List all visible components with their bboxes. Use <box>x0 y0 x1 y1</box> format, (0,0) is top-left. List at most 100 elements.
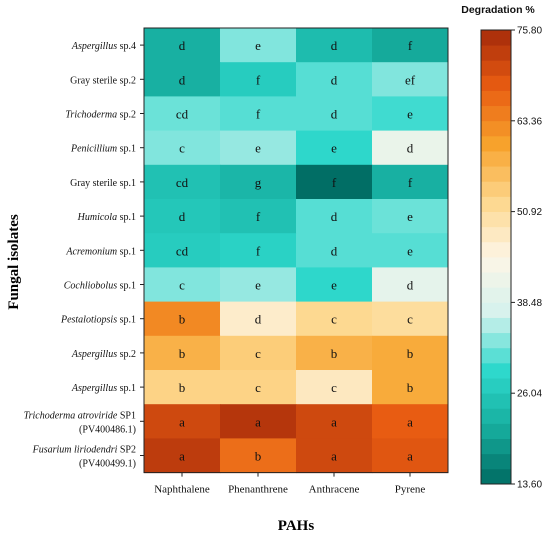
heatmap-cell <box>144 130 221 166</box>
colorbar-band <box>481 135 511 152</box>
heatmap-cell <box>220 96 297 132</box>
cell-letter: a <box>179 449 185 464</box>
row-label-accession: (PV400499.1) <box>79 459 136 470</box>
colorbar-band <box>481 408 511 424</box>
row-labels: Aspergillus sp.4 Gray sterile sp.2 Trichod… <box>24 41 144 470</box>
cell-letter: c <box>255 380 261 395</box>
cell-letter: f <box>408 175 413 190</box>
heatmap-cell <box>144 28 221 63</box>
heatmap-cell <box>372 130 449 166</box>
heatmap-cell <box>144 164 221 200</box>
row-label-accession: (PV400486.1) <box>79 424 136 435</box>
row-label: Fusarium liriodendri SP2 <box>32 445 136 456</box>
heatmap-cell <box>144 267 221 303</box>
column-label: Anthracene <box>309 484 360 496</box>
cell-letter: d <box>255 312 262 327</box>
row-label: Gray sterile sp.2 <box>70 75 136 86</box>
heatmap-cell <box>220 267 297 303</box>
colorbar-band <box>481 211 511 228</box>
cell-letter: e <box>407 209 413 224</box>
row-label: Trichoderma sp.2 <box>65 110 136 121</box>
row-label: Cochliobolus sp.1 <box>64 281 136 292</box>
cell-letter: d <box>179 72 186 87</box>
cell-letter: e <box>255 278 261 293</box>
heatmap-cell <box>144 301 221 337</box>
cell-letter: g <box>255 175 262 190</box>
heatmap-cell <box>372 164 449 200</box>
cell-letter: cd <box>176 175 189 190</box>
heatmap-cell <box>144 335 221 371</box>
heatmap-cell <box>144 62 221 97</box>
cell-letter: b <box>179 346 186 361</box>
heatmap-cell <box>296 335 373 371</box>
cell-letter: a <box>255 414 261 429</box>
cell-letter: e <box>255 141 261 156</box>
colorbar: Degradation % 75.80 63.36 50.92 38.48 26.04 13… <box>461 4 542 491</box>
heatmap-cell <box>296 130 373 166</box>
colorbar-band <box>481 120 511 137</box>
heatmap-cell <box>372 233 449 268</box>
cell-letter: b <box>179 380 186 395</box>
colorbar-band <box>481 60 511 76</box>
cell-letter: d <box>179 209 186 224</box>
row-label: Aspergillus sp.2 <box>71 349 136 360</box>
cell-letter: e <box>407 243 413 258</box>
colorbar-band <box>481 257 511 273</box>
heatmap-cell <box>220 335 297 371</box>
colorbar-band <box>481 151 511 167</box>
heatmap-cell <box>296 438 373 474</box>
cell-letter: c <box>179 141 185 156</box>
heatmap-cell <box>220 301 297 337</box>
cell-letter: c <box>331 312 337 327</box>
cell-letter: b <box>179 312 186 327</box>
cell-letter: a <box>331 414 337 429</box>
cell-letter: d <box>407 141 414 156</box>
heatmap-cell <box>144 96 221 132</box>
cell-letter: a <box>331 449 337 464</box>
colorbar-band <box>481 423 511 439</box>
column-label: Phenanthrene <box>228 484 288 496</box>
cell-letter: cd <box>176 107 189 122</box>
cell-letter: a <box>179 414 185 429</box>
heatmap-cell <box>144 199 221 234</box>
colorbar-band <box>481 272 511 288</box>
heatmap-cell <box>220 130 297 166</box>
column-label: Pyrene <box>395 484 426 496</box>
heatmap-cell <box>296 267 373 303</box>
row-label: Penicillium sp.1 <box>70 144 136 155</box>
cell-letter: cd <box>176 243 189 258</box>
heatmap-cell <box>372 28 449 63</box>
colorbar-band <box>481 226 511 243</box>
colorbar-title: Degradation % <box>461 4 535 16</box>
y-axis-label: Fungal isolates <box>6 214 22 310</box>
heatmap-cell <box>220 370 297 405</box>
heatmap-cell <box>372 62 449 97</box>
colorbar-tick-label: 75.80 <box>517 26 542 37</box>
heatmap-cell <box>296 62 373 97</box>
colorbar-border <box>480 29 512 485</box>
colorbar-band <box>481 105 511 122</box>
cell-letter: f <box>256 243 261 258</box>
row-label: Acremonium sp.1 <box>65 246 136 257</box>
cell-letter: d <box>331 243 338 258</box>
heatmap-cell <box>296 301 373 337</box>
heatmap-cell <box>372 199 449 234</box>
colorbar-band <box>481 378 511 394</box>
heatmap-cell <box>372 301 449 337</box>
colorbar-tick-label: 38.48 <box>517 298 542 309</box>
heatmap-cell <box>372 335 449 371</box>
heatmap-cell <box>296 233 373 268</box>
colorbar-band <box>481 45 511 61</box>
row-label: Pestalotiopsis sp.1 <box>60 315 136 326</box>
row-label: Gray sterile sp.1 <box>70 178 136 189</box>
cell-letter: c <box>407 312 413 327</box>
colorbar-band <box>481 287 511 303</box>
cell-letter: c <box>255 346 261 361</box>
heatmap-cell <box>372 404 449 439</box>
colorbar-band <box>481 332 511 349</box>
cell-letter: a <box>407 449 413 464</box>
cell-letter: d <box>179 38 186 53</box>
cell-letter: d <box>407 278 414 293</box>
heatmap-cell <box>144 233 221 268</box>
